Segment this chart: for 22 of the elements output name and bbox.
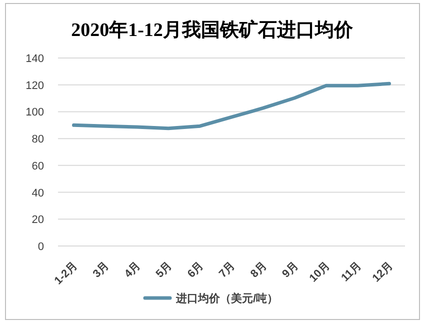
x-tick-label: 1-2月 xyxy=(52,260,80,288)
y-tick-label: 40 xyxy=(32,187,44,200)
y-tick-label: 60 xyxy=(32,160,44,172)
y-tick-label: 80 xyxy=(32,134,44,146)
y-tick-label: 20 xyxy=(32,214,44,226)
y-tick-label: 100 xyxy=(26,106,44,119)
chart-title: 2020年1-12月我国铁矿石进口均价 xyxy=(71,19,354,41)
y-tick-label: 120 xyxy=(26,80,44,92)
x-tick-label: 10月 xyxy=(307,260,332,285)
legend-label: 进口均价（美元/吨） xyxy=(175,292,278,305)
x-tick-label: 3月 xyxy=(90,260,112,280)
x-tick-label: 4月 xyxy=(122,260,143,280)
y-tick-label: 0 xyxy=(38,241,44,253)
y-tick-label: 140 xyxy=(26,53,44,65)
x-tick-label: 9月 xyxy=(280,260,301,280)
x-tick-label: 8月 xyxy=(248,260,270,280)
x-tick-label: 7月 xyxy=(217,260,238,280)
x-tick-label: 12月 xyxy=(370,260,396,285)
x-tick-label: 5月 xyxy=(154,260,175,280)
line-series xyxy=(72,82,391,130)
x-tick-label: 11月 xyxy=(339,260,364,284)
x-tick-label: 6月 xyxy=(185,260,206,280)
